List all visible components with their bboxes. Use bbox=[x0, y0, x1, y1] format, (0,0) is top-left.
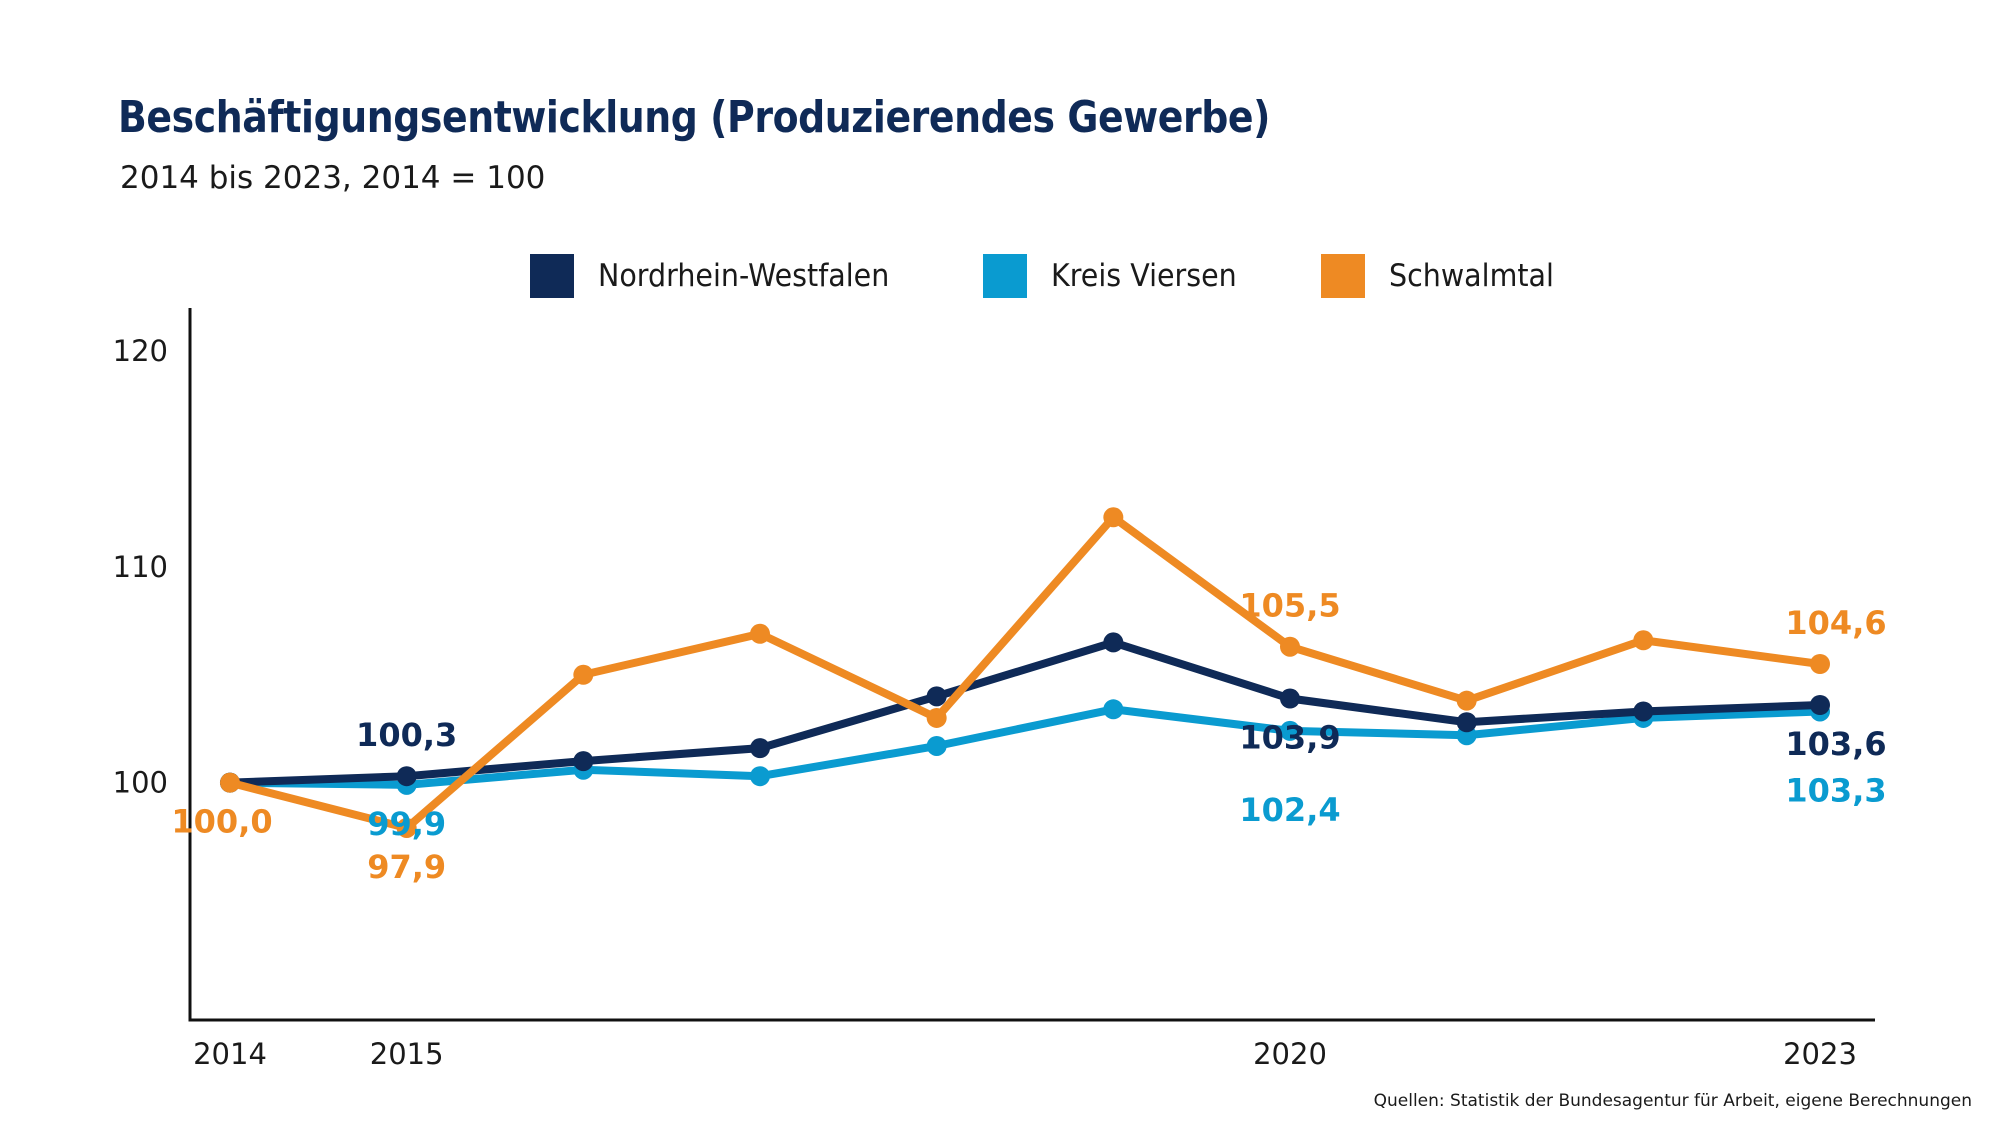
x-tick-label: 2023 bbox=[1783, 1037, 1857, 1071]
data-point bbox=[750, 766, 770, 787]
y-tick-label: 110 bbox=[113, 550, 168, 584]
legend-label-viersen: Kreis Viersen bbox=[1050, 258, 1237, 294]
data-point bbox=[1456, 712, 1477, 733]
legend-item-viersen: Kreis Viersen bbox=[982, 254, 1253, 298]
data-point bbox=[926, 686, 947, 707]
data-point bbox=[1456, 690, 1477, 711]
data-point bbox=[1810, 654, 1830, 674]
series-line bbox=[226, 511, 1824, 833]
legend-swatch-nrw bbox=[530, 254, 574, 298]
data-point bbox=[750, 623, 770, 644]
data-label: 100,0 bbox=[171, 803, 272, 841]
data-label: 100,3 bbox=[356, 716, 457, 754]
series-line bbox=[226, 638, 1824, 787]
data-point bbox=[573, 664, 594, 685]
data-label: 97,9 bbox=[367, 848, 446, 886]
legend: Nordrhein-Westfalen Kreis Viersen Schwal… bbox=[530, 254, 1636, 298]
data-label: 104,6 bbox=[1785, 604, 1886, 642]
legend-label-schwalmtal: Schwalmtal bbox=[1388, 258, 1554, 294]
legend-swatch-schwalmtal bbox=[1320, 254, 1365, 298]
legend-swatch-viersen bbox=[982, 254, 1027, 298]
data-point bbox=[1103, 632, 1124, 653]
data-point bbox=[1103, 699, 1124, 720]
x-tick-label: 2020 bbox=[1253, 1037, 1327, 1071]
data-point bbox=[926, 735, 947, 756]
x-tick-label: 2014 bbox=[193, 1037, 267, 1071]
data-label: 105,5 bbox=[1239, 587, 1340, 625]
data-point bbox=[1103, 507, 1124, 528]
data-point bbox=[220, 772, 240, 793]
data-label: 102,4 bbox=[1239, 791, 1340, 829]
series-line bbox=[226, 705, 1824, 789]
chart-subtitle: 2014 bis 2023, 2014 = 100 bbox=[120, 160, 546, 196]
data-label: 103,6 bbox=[1785, 725, 1886, 763]
data-point bbox=[1280, 688, 1300, 709]
data-label: 103,3 bbox=[1785, 771, 1886, 809]
y-tick-label: 100 bbox=[113, 766, 168, 800]
data-point bbox=[1633, 630, 1654, 651]
data-point bbox=[396, 817, 417, 838]
legend-label-nrw: Nordrhein-Westfalen bbox=[598, 258, 890, 294]
data-point bbox=[396, 766, 417, 787]
y-tick-label: 120 bbox=[113, 334, 168, 368]
source-note: Quellen: Statistik der Bundesagentur für… bbox=[1373, 1091, 1972, 1111]
data-point bbox=[1280, 720, 1300, 741]
data-label: 99,9 bbox=[367, 805, 446, 843]
legend-item-nrw: Nordrhein-Westfalen bbox=[530, 254, 915, 298]
chart-title: Beschäftigungsentwicklung (Produzierende… bbox=[118, 92, 1270, 143]
data-point bbox=[1633, 701, 1654, 722]
data-point bbox=[573, 751, 594, 772]
x-tick-label: 2015 bbox=[370, 1037, 444, 1071]
data-point bbox=[1810, 694, 1830, 715]
data-point bbox=[1280, 636, 1300, 657]
data-point bbox=[750, 738, 770, 759]
data-point bbox=[926, 707, 947, 728]
legend-item-schwalmtal: Schwalmtal bbox=[1320, 254, 1568, 298]
data-label: 103,9 bbox=[1239, 719, 1340, 757]
